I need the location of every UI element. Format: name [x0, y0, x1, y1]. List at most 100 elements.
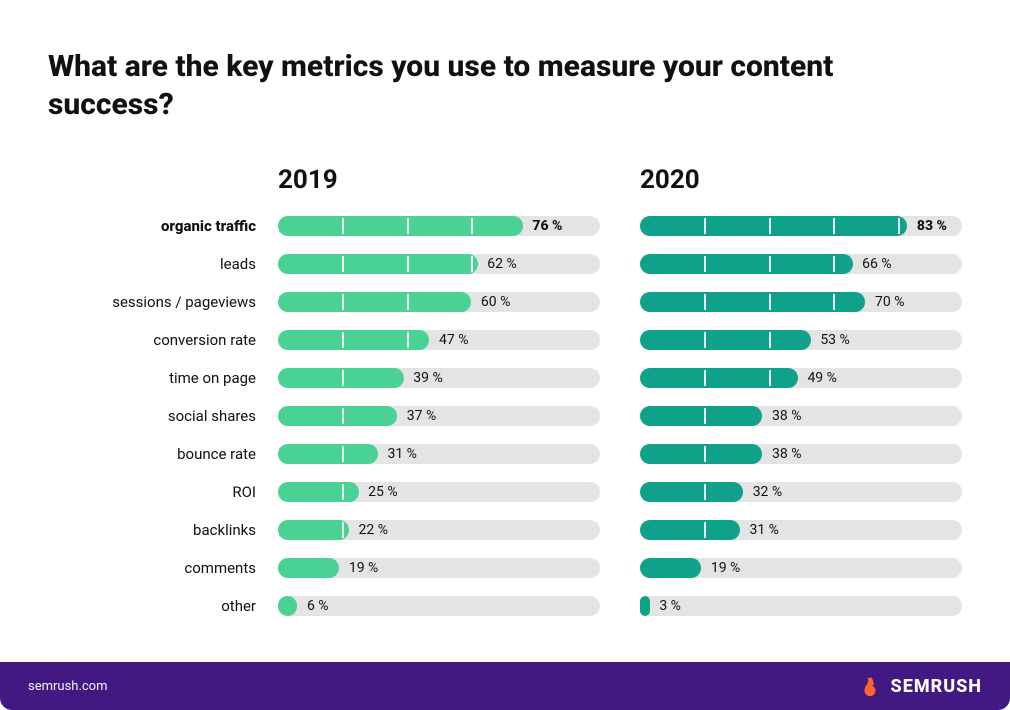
category-label: comments [48, 559, 278, 577]
chart-row: other6 %3 % [48, 587, 962, 625]
bar-pair: 47 % 53 % [278, 330, 962, 350]
bar-value: 31 % [387, 446, 416, 462]
bar-fill [640, 330, 811, 350]
bar-value: 39 % [413, 370, 442, 386]
bar-value: 70 % [875, 294, 904, 310]
chart-card: What are the key metrics you use to meas… [0, 0, 1010, 710]
bar-fill [278, 254, 478, 274]
bar-track: 3 % [640, 596, 962, 616]
chart-row: comments 19 % 19 % [48, 549, 962, 587]
year-header-2020: 2020 [640, 165, 962, 195]
bar-group: 37 % [278, 406, 600, 426]
bar-track: 31 % [278, 444, 600, 464]
chart-title: What are the key metrics you use to meas… [48, 48, 962, 123]
bar-value: 31 % [749, 522, 778, 538]
bar-value: 38 % [772, 408, 801, 424]
bar-value: 32 % [753, 484, 782, 500]
bar-track: 70 % [640, 292, 962, 312]
bar-fill [278, 216, 523, 236]
bar-group: 25 % [278, 482, 600, 502]
bar-group: 38 % [640, 406, 962, 426]
bar-value: 3 % [659, 598, 681, 614]
chart-row: leads 62 % 66 % [48, 245, 962, 283]
footer-site: semrush.com [28, 679, 108, 694]
bar-group: 83 % [640, 216, 962, 236]
bar-group: 22 % [278, 520, 600, 540]
bar-track: 32 % [640, 482, 962, 502]
bar-value: 49 % [807, 370, 836, 386]
bar-track: 22 % [278, 520, 600, 540]
bar-group: 6 % [278, 596, 600, 616]
bar-fill [278, 558, 339, 578]
bar-fill [640, 368, 798, 388]
bar-group: 49 % [640, 368, 962, 388]
bar-track: 49 % [640, 368, 962, 388]
brand: SEMRUSH [859, 675, 982, 697]
bar-track: 31 % [640, 520, 962, 540]
bar-fill [278, 406, 397, 426]
bar-group: 53 % [640, 330, 962, 350]
bar-fill [640, 520, 740, 540]
chart-rows: organic traffic76 %83 %leads62 %66 %sess… [48, 207, 962, 625]
bar-fill [640, 596, 650, 616]
bar-track: 60 % [278, 292, 600, 312]
chart-row: ROI25 %32 % [48, 473, 962, 511]
bar-value: 53 % [820, 332, 849, 348]
category-label: social shares [48, 407, 278, 425]
category-label: conversion rate [48, 331, 278, 349]
bar-group: 76 % [278, 216, 600, 236]
bar-value: 60 % [481, 294, 510, 310]
bar-pair: 39 % 49 % [278, 368, 962, 388]
bar-track: 25 % [278, 482, 600, 502]
bar-fill [640, 558, 701, 578]
bar-value: 62 % [487, 256, 516, 272]
bar-value: 25 % [368, 484, 397, 500]
bar-pair: 37 % 38 % [278, 406, 962, 426]
bar-group: 47 % [278, 330, 600, 350]
bar-value: 6 % [307, 598, 329, 614]
chart-row: social shares 37 % 38 % [48, 397, 962, 435]
bar-value: 66 % [862, 256, 891, 272]
bar-pair: 60 % 70 % [278, 292, 962, 312]
bar-group: 62 % [278, 254, 600, 274]
chart-row: conversion rate 47 % 53 % [48, 321, 962, 359]
bar-fill [640, 254, 853, 274]
bar-fill [278, 330, 429, 350]
bar-group: 19 % [640, 558, 962, 578]
bar-fill [278, 520, 349, 540]
bar-track: 39 % [278, 368, 600, 388]
category-label: time on page [48, 369, 278, 387]
brand-name: SEMRUSH [891, 676, 982, 697]
bar-value: 47 % [439, 332, 468, 348]
bar-pair: 31 % 38 % [278, 444, 962, 464]
chart-row: bounce rate 31 % 38 % [48, 435, 962, 473]
bar-track: 19 % [640, 558, 962, 578]
chart-row: backlinks22 %31 % [48, 511, 962, 549]
bar-value: 19 % [711, 560, 740, 576]
bar-fill [278, 482, 359, 502]
category-label: leads [48, 255, 278, 273]
bar-group: 19 % [278, 558, 600, 578]
bar-pair: 62 % 66 % [278, 254, 962, 274]
bar-group: 60 % [278, 292, 600, 312]
bar-value: 76 % [532, 218, 562, 234]
bar-group: 3 % [640, 596, 962, 616]
bar-pair: 25 % 32 % [278, 482, 962, 502]
bar-fill [278, 368, 404, 388]
label-column-spacer [48, 165, 278, 207]
chart-row: time on page 39 % 49 % [48, 359, 962, 397]
bar-track: 38 % [640, 406, 962, 426]
bar-fill [640, 482, 743, 502]
bar-value: 83 % [917, 218, 947, 234]
bar-track: 38 % [640, 444, 962, 464]
bar-value: 37 % [407, 408, 436, 424]
category-label: bounce rate [48, 445, 278, 463]
bar-value: 19 % [349, 560, 378, 576]
bar-track: 76 % [278, 216, 600, 236]
bar-fill [640, 292, 865, 312]
bar-pair: 6 % 3 % [278, 596, 962, 616]
bar-track: 19 % [278, 558, 600, 578]
bar-fill [278, 596, 297, 616]
chart-row: sessions / pageviews60 %70 % [48, 283, 962, 321]
bar-fill [278, 444, 378, 464]
